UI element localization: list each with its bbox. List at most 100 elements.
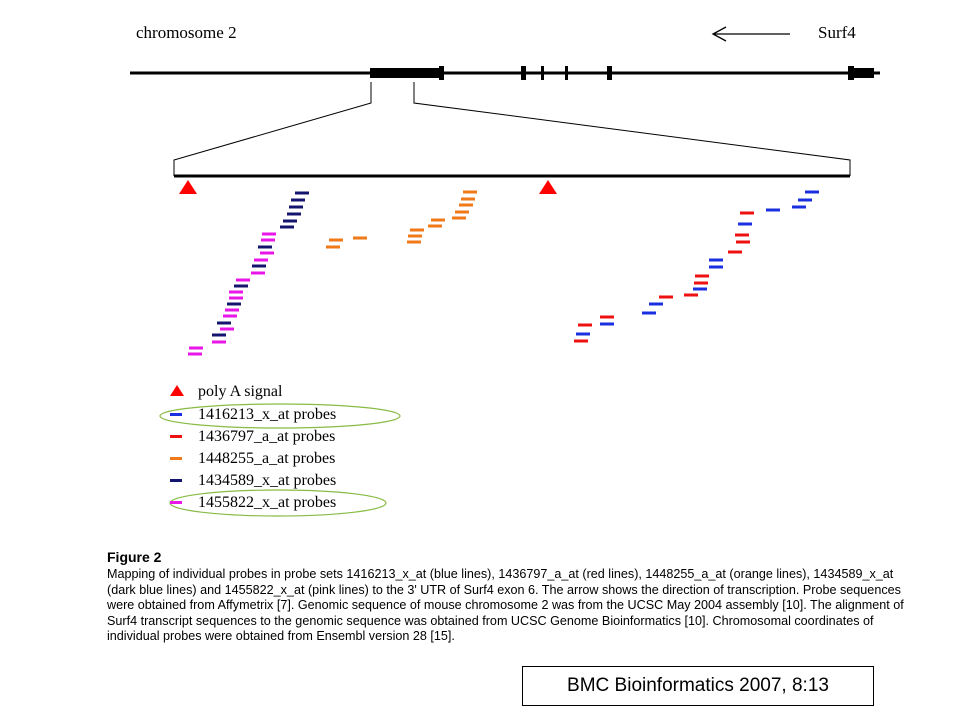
chromosome-label: chromosome 2 — [136, 23, 237, 42]
probe-mark — [188, 352, 202, 356]
probe-mark — [329, 238, 343, 242]
exon-mark — [854, 68, 874, 78]
probe-mark — [766, 208, 780, 212]
probe-mark — [260, 251, 274, 255]
probe-mark — [295, 191, 309, 195]
probe-mark — [234, 284, 248, 288]
exon-mark — [541, 66, 544, 80]
probe-mark — [792, 205, 806, 209]
probe-mark — [254, 258, 268, 262]
probe-mark — [600, 322, 614, 326]
probe-mark — [326, 245, 340, 249]
probe-mark — [229, 290, 243, 294]
legend: poly A signal 1416213_x_at probes 143679… — [170, 380, 410, 520]
probe-mark — [261, 238, 275, 242]
probe-mark — [600, 315, 614, 319]
probe-mark — [709, 265, 723, 269]
probe-mark — [236, 278, 250, 282]
citation-box: BMC Bioinformatics 2007, 8:13 — [522, 666, 874, 706]
probe-mark — [574, 339, 588, 343]
gene-structure-diagram: chromosome 2 Surf4 — [130, 23, 880, 517]
probe-mark — [452, 216, 466, 220]
probe-mark — [684, 293, 698, 297]
probe-mark — [252, 264, 266, 268]
probe-mark — [287, 212, 301, 216]
gene-label: Surf4 — [818, 23, 856, 42]
probe-mark — [407, 240, 421, 244]
probe-mark — [262, 232, 276, 236]
probe-mark — [728, 250, 742, 254]
probe-mark — [258, 245, 272, 249]
legend-label: 1434589_x_at probes — [198, 472, 337, 489]
legend-label: poly A signal — [198, 383, 283, 400]
probe-mark — [283, 219, 297, 223]
caption-title: Figure 2 — [107, 549, 162, 565]
dark-blue-dash-icon — [170, 474, 182, 488]
legend-label: 1436797_a_at probes — [198, 428, 336, 445]
probe-mark — [459, 203, 473, 207]
legend-item-1455822: 1455822_x_at probes — [170, 493, 336, 513]
caption-text: Mapping of individual probes in probe se… — [107, 567, 904, 643]
probe-mark — [212, 333, 226, 337]
probe-mark — [805, 190, 819, 194]
orange-dash-icon — [170, 452, 182, 466]
probe-mark — [217, 321, 231, 325]
probe-mark — [798, 198, 812, 202]
probe-mark — [220, 327, 234, 331]
zoom-connector — [173, 82, 851, 176]
probe-mark — [576, 332, 590, 336]
probe-mark — [709, 258, 723, 262]
probe-mark — [227, 302, 241, 306]
probe-mark — [428, 224, 442, 228]
probe-mark — [431, 218, 445, 222]
probe-mark — [463, 190, 477, 194]
probe-marks — [188, 190, 819, 356]
probe-mark — [649, 302, 663, 306]
exon-mark — [521, 66, 526, 80]
triangle-icon — [170, 385, 184, 399]
figure-caption: Figure 2 Mapping of individual probes in… — [107, 549, 915, 645]
legend-item-1434589: 1434589_x_at probes — [170, 471, 336, 491]
legend-item-1436797: 1436797_a_at probes — [170, 427, 335, 447]
probe-mark — [408, 234, 422, 238]
probe-mark — [735, 233, 749, 237]
probe-mark — [740, 211, 754, 215]
exon-mark — [439, 66, 444, 80]
probe-mark — [693, 287, 707, 291]
probe-mark — [578, 323, 592, 327]
pink-dash-icon — [170, 496, 182, 510]
exon-6-block — [370, 68, 440, 78]
probe-mark — [736, 240, 750, 244]
probe-mark — [280, 225, 294, 229]
probe-mark — [642, 311, 656, 315]
transcription-direction-arrow — [711, 26, 790, 42]
probe-mark — [461, 197, 475, 201]
probe-mark — [225, 308, 239, 312]
exon-mark — [607, 66, 612, 80]
highlight-ellipse — [159, 403, 401, 429]
legend-label: 1448255_a_at probes — [198, 450, 336, 467]
probe-mark — [455, 210, 469, 214]
probe-mark — [189, 346, 203, 350]
polya-signal-marker — [179, 180, 197, 194]
probe-mark — [695, 274, 709, 278]
blue-dash-icon — [170, 408, 182, 422]
probe-mark — [659, 295, 673, 299]
exon-mark — [565, 66, 568, 80]
exon-mark — [848, 66, 854, 80]
legend-item-1416213: 1416213_x_at probes — [170, 405, 336, 425]
legend-item-1448255: 1448255_a_at probes — [170, 449, 335, 469]
probe-mark — [410, 228, 424, 232]
legend-label: 1416213_x_at probes — [198, 406, 337, 423]
probe-mark — [223, 314, 237, 318]
exon-blocks — [370, 66, 874, 80]
probe-mark — [694, 281, 708, 285]
probe-mark — [291, 198, 305, 202]
probe-mark — [212, 340, 226, 344]
legend-item-polya: poly A signal — [170, 382, 282, 402]
probe-mark — [289, 205, 303, 209]
probe-mark — [738, 222, 752, 226]
probe-mark — [229, 296, 243, 300]
red-dash-icon — [170, 430, 182, 444]
legend-label: 1455822_x_at probes — [198, 494, 337, 511]
